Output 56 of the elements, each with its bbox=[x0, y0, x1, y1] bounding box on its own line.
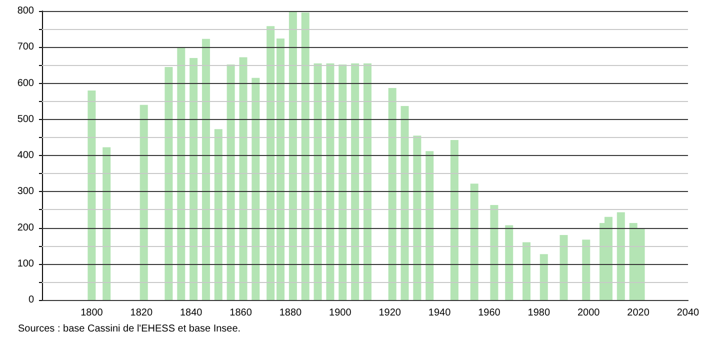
bar bbox=[140, 104, 148, 300]
bar bbox=[413, 136, 422, 300]
x-tick-label: 1920 bbox=[378, 308, 402, 318]
x-tick-label: 1880 bbox=[279, 308, 302, 318]
y-tick-label: 600 bbox=[17, 78, 34, 89]
bar bbox=[314, 63, 322, 300]
x-tick-label: 1820 bbox=[130, 308, 153, 318]
bar bbox=[102, 147, 111, 300]
x-tick-label: 2000 bbox=[577, 308, 600, 318]
y-tick-label: 200 bbox=[17, 222, 34, 234]
bar bbox=[88, 90, 96, 300]
bar bbox=[540, 254, 548, 300]
bar bbox=[450, 140, 458, 300]
x-tick-label: 1980 bbox=[528, 308, 550, 318]
bar bbox=[252, 78, 260, 300]
bar bbox=[190, 58, 198, 300]
bar bbox=[522, 242, 530, 300]
bar bbox=[505, 225, 514, 300]
x-tick-label: 1860 bbox=[230, 308, 252, 318]
bar bbox=[426, 151, 434, 300]
bar bbox=[288, 11, 297, 300]
bar bbox=[239, 57, 248, 300]
bar bbox=[164, 66, 173, 300]
bar bbox=[301, 12, 310, 300]
x-tick-label: 1940 bbox=[428, 308, 452, 318]
x-tick-label: 2040 bbox=[676, 308, 700, 318]
bar bbox=[490, 204, 498, 300]
y-tick-label: 700 bbox=[17, 42, 34, 53]
bar bbox=[226, 64, 235, 300]
bar bbox=[560, 234, 568, 300]
y-tick-label: 0 bbox=[28, 294, 34, 306]
bar bbox=[214, 129, 222, 300]
y-tick-label: 800 bbox=[17, 6, 34, 16]
bar bbox=[616, 212, 625, 300]
y-tick-label: 400 bbox=[17, 150, 34, 161]
y-tick-label: 300 bbox=[17, 186, 34, 198]
x-tick-label: 1840 bbox=[180, 308, 203, 318]
x-tick-label: 1800 bbox=[80, 308, 104, 318]
bar bbox=[470, 184, 478, 300]
bar bbox=[351, 63, 360, 300]
bar bbox=[276, 38, 285, 300]
y-tick-label: 500 bbox=[17, 114, 34, 125]
bar bbox=[177, 47, 186, 300]
bar bbox=[326, 63, 334, 300]
bar bbox=[363, 63, 372, 300]
source-note: Sources : base Cassini de l'EHESS et base Insee. bbox=[18, 324, 241, 334]
x-tick-label: 2020 bbox=[627, 308, 650, 318]
bar bbox=[388, 88, 396, 300]
bar bbox=[266, 26, 275, 300]
bar bbox=[400, 106, 409, 300]
bar bbox=[202, 38, 210, 300]
x-tick-label: 1900 bbox=[329, 308, 352, 318]
x-tick-label: 1960 bbox=[478, 308, 501, 318]
y-tick-label: 100 bbox=[17, 258, 34, 270]
bar bbox=[338, 64, 347, 300]
bar bbox=[582, 240, 590, 300]
